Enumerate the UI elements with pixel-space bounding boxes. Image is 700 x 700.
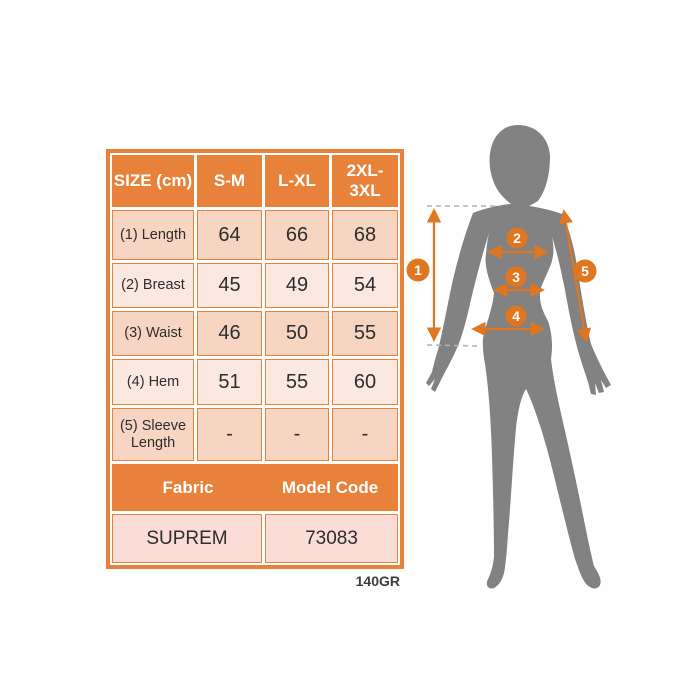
length-sm: 64 <box>197 210 262 260</box>
fabric-label: Fabric <box>162 477 214 497</box>
marker-3: 3 <box>505 266 527 288</box>
model-code-value: 73083 <box>265 514 398 563</box>
header-size-cm: SIZE (cm) <box>112 155 194 207</box>
row-label-hem: (4) Hem <box>112 359 194 405</box>
hem-sm: 51 <box>197 359 262 405</box>
header-size-2xl3xl: 2XL-3XL <box>332 155 398 207</box>
hem-2xl3xl: 60 <box>332 359 398 405</box>
row-label-waist: (3) Waist <box>112 311 194 356</box>
marker-2: 2 <box>506 227 528 249</box>
header-size-lxl: L-XL <box>265 155 329 207</box>
svg-text:3: 3 <box>512 269 520 285</box>
fabric-value: SUPREM <box>112 514 262 563</box>
marker-1: 1 <box>406 258 430 282</box>
breast-2xl3xl: 54 <box>332 263 398 308</box>
header-size-sm: S-M <box>197 155 262 207</box>
waist-2xl3xl: 55 <box>332 311 398 356</box>
weight-note: 140GR <box>355 573 400 589</box>
sleeve-2xl3xl: - <box>332 408 398 461</box>
sleeve-lxl: - <box>265 408 329 461</box>
marker-4: 4 <box>505 305 527 327</box>
svg-text:1: 1 <box>414 262 422 278</box>
row-label-length: (1) Length <box>112 210 194 260</box>
waist-sm: 46 <box>197 311 262 356</box>
svg-text:5: 5 <box>581 263 589 279</box>
female-silhouette-diagram: 1 2 3 4 5 <box>406 125 611 589</box>
breast-sm: 45 <box>197 263 262 308</box>
waist-lxl: 50 <box>265 311 329 356</box>
measurement-figure: 1 2 3 4 5 <box>400 100 680 620</box>
breast-lxl: 49 <box>265 263 329 308</box>
footer-header-band: Fabric Model Code <box>112 464 398 511</box>
sleeve-sm: - <box>197 408 262 461</box>
svg-text:2: 2 <box>513 230 521 246</box>
hem-lxl: 55 <box>265 359 329 405</box>
row-label-sleeve-length: (5) Sleeve Length <box>112 408 194 461</box>
size-chart-table: SIZE (cm) S-M L-XL 2XL-3XL (1) Length 64… <box>106 149 404 569</box>
body-silhouette <box>426 125 611 589</box>
length-2xl3xl: 68 <box>332 210 398 260</box>
row-label-breast: (2) Breast <box>112 263 194 308</box>
marker-5: 5 <box>573 259 597 283</box>
model-code-label: Model Code <box>281 477 379 497</box>
svg-text:4: 4 <box>512 308 520 324</box>
length-lxl: 66 <box>265 210 329 260</box>
